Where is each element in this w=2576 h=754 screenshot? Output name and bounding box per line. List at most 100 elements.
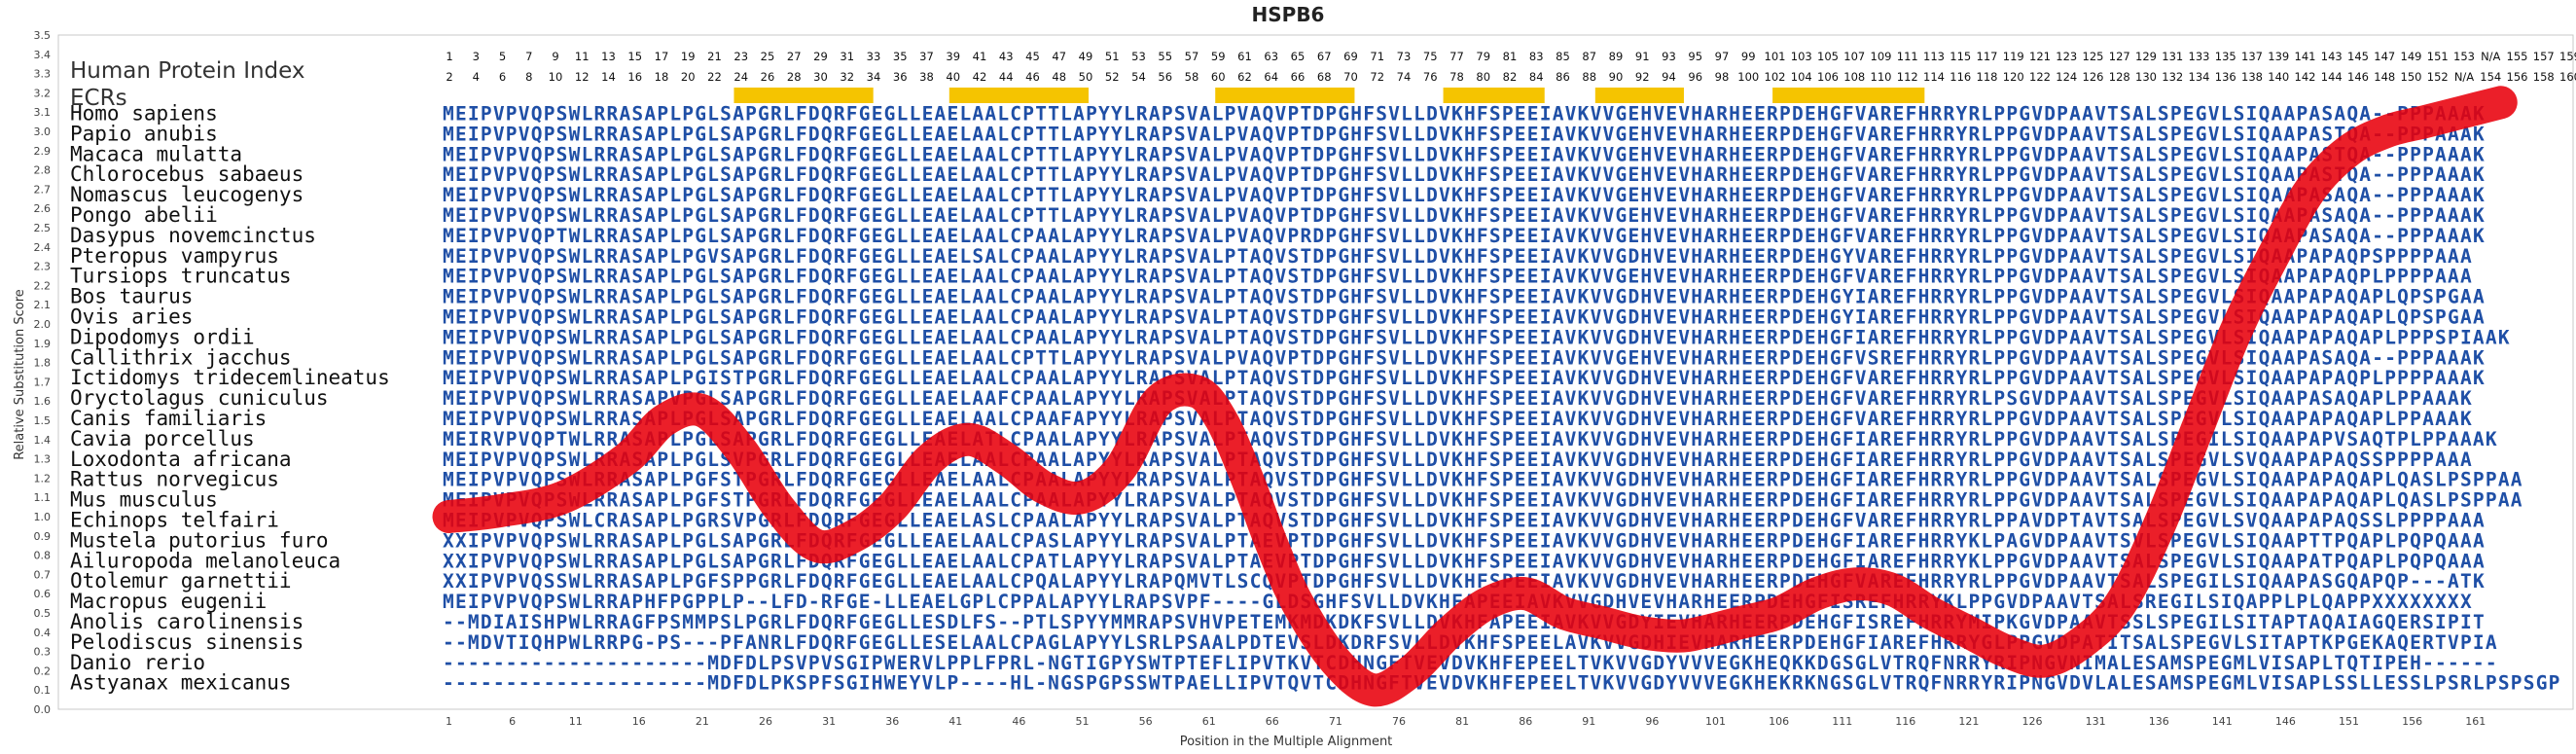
index-number-bottom: 140 (2268, 70, 2289, 84)
species-name: Bos taurus (70, 285, 193, 308)
species-sequence: MEIPVPVQPSWLRRASAPLPGLSAPGRLFDQRFGEGLLEA… (443, 306, 2485, 329)
species-name: Homo sapiens (70, 102, 218, 126)
index-number-bottom: 108 (1843, 70, 1865, 84)
index-numbers: 1 3 5 7 9 11 13 15 17 19 21 23 25 27 29 31 33 35 37 39 41 43 4… (446, 50, 2576, 84)
index-number-bottom: 92 (1635, 70, 1650, 84)
species-name: Otolemur garnettii (70, 569, 292, 592)
index-number-bottom: 36 (893, 70, 908, 84)
x-tick-label: 151 (2339, 715, 2359, 728)
index-number-top: 45 (1025, 50, 1040, 63)
x-tick-label: 31 (822, 715, 836, 728)
species-name: Anolis carolinensis (70, 610, 304, 633)
x-tick-label: 36 (885, 715, 899, 728)
index-number-bottom: 102 (1765, 70, 1786, 84)
index-number-top: 125 (2083, 50, 2104, 63)
index-number-top: 145 (2347, 50, 2369, 63)
index-number-bottom: 90 (1609, 70, 1624, 84)
index-number-top: 115 (1950, 50, 1971, 63)
index-number-top: 119 (2003, 50, 2024, 63)
index-number-bottom: 100 (1737, 70, 1759, 84)
x-tick-label: 121 (1958, 715, 1979, 728)
index-number-top: 41 (973, 50, 987, 63)
index-number-top: 49 (1079, 50, 1093, 63)
index-number-bottom: 152 (2427, 70, 2449, 84)
ecr-bar (1443, 88, 1545, 103)
index-number-bottom: 56 (1158, 70, 1172, 84)
x-tick-label: 76 (1392, 715, 1406, 728)
index-number-bottom: 130 (2135, 70, 2157, 84)
index-number-bottom: 110 (1871, 70, 1892, 84)
substitution-score-line (432, 86, 2518, 707)
x-tick-label: 1 (446, 715, 452, 728)
index-number-bottom: 138 (2241, 70, 2263, 84)
y-tick-label: 1.3 (34, 453, 52, 466)
index-number-bottom: 128 (2109, 70, 2130, 84)
index-number-top: 137 (2241, 50, 2263, 63)
x-tick-label: 86 (1519, 715, 1532, 728)
index-number-top: 89 (1609, 50, 1624, 63)
species-sequence: MEIPVPVQPSWLRRASAPLPGLSAPGRLFDQRFGEGLLEA… (443, 143, 2485, 165)
index-number-bottom: 146 (2347, 70, 2369, 84)
index-number-top: 105 (1817, 50, 1839, 63)
index-number-top: 109 (1871, 50, 1892, 63)
index-number-bottom: 126 (2083, 70, 2104, 84)
index-number-top: 71 (1370, 50, 1384, 63)
y-tick-label: 2.6 (34, 202, 52, 215)
index-number-bottom: 44 (999, 70, 1014, 84)
index-number-bottom: 106 (1817, 70, 1839, 84)
index-number-top: 43 (999, 50, 1014, 63)
y-tick-label: 0.8 (34, 550, 52, 562)
index-number-bottom: 156 (2507, 70, 2528, 84)
plot-frame (57, 34, 2574, 710)
index-number-bottom: 84 (1529, 70, 1544, 84)
x-tick-label: 136 (2149, 715, 2169, 728)
species-name: Papio anubis (70, 122, 218, 145)
y-tick-label: 0.1 (34, 684, 52, 697)
index-number-top: 129 (2135, 50, 2157, 63)
species-name: Cavia porcellus (70, 427, 255, 450)
index-number-top: 23 (733, 50, 748, 63)
index-number-bottom: 68 (1317, 70, 1332, 84)
index-number-bottom: 70 (1343, 70, 1358, 84)
species-name: Ictidomys tridecemlineatus (70, 366, 390, 389)
index-number-top: 131 (2162, 50, 2183, 63)
index-number-bottom: 46 (1025, 70, 1040, 84)
y-tick-label: 2.5 (34, 222, 52, 234)
x-tick-label: 131 (2086, 715, 2106, 728)
index-number-bottom: 6 (499, 70, 506, 84)
species-name: Loxodonta africana (70, 448, 292, 471)
y-tick-label: 2.7 (34, 183, 52, 196)
index-number-top: 67 (1317, 50, 1332, 63)
index-number-bottom: 134 (2189, 70, 2210, 84)
index-number-top: 55 (1158, 50, 1172, 63)
x-tick-label: 26 (759, 715, 772, 728)
index-number-bottom: 34 (867, 70, 881, 84)
index-number-bottom: 2 (446, 70, 452, 84)
index-number-bottom: 64 (1264, 70, 1278, 84)
index-number-top: 3 (473, 50, 480, 63)
index-number-bottom: 40 (946, 70, 960, 84)
index-number-top: 61 (1237, 50, 1252, 63)
species-name: Ovis aries (70, 305, 193, 329)
index-number-top: 57 (1185, 50, 1199, 63)
y-tick-label: 3.3 (34, 68, 52, 81)
index-number-bottom: 80 (1476, 70, 1490, 84)
y-tick-label: 1.9 (34, 338, 52, 350)
x-tick-label: 91 (1582, 715, 1595, 728)
index-number-top: 123 (2056, 50, 2077, 63)
index-number-top: 13 (601, 50, 616, 63)
index-number-bottom: 160 (2559, 70, 2576, 84)
index-number-bottom: 60 (1211, 70, 1226, 84)
index-number-bottom: 78 (1449, 70, 1464, 84)
species-sequence: ---------------------MDFDLPSVPVSGIPWERVL… (443, 652, 2497, 674)
index-number-top: 53 (1131, 50, 1146, 63)
x-tick-label: 11 (569, 715, 583, 728)
y-tick-label: 3.1 (34, 106, 52, 119)
y-tick-label: 2.3 (34, 261, 52, 273)
y-axis: 0.0 0.1 0.2 0.3 0.4 0.5 0.6 0.7 0.8 0.9 1.0 1.1 1.2 1… (34, 29, 52, 716)
index-number-top: 127 (2109, 50, 2130, 63)
index-number-top: 37 (919, 50, 934, 63)
index-number-top: 65 (1291, 50, 1306, 63)
y-axis-label: Relative Substitution Score (13, 289, 27, 460)
index-number-bottom: 58 (1185, 70, 1199, 84)
